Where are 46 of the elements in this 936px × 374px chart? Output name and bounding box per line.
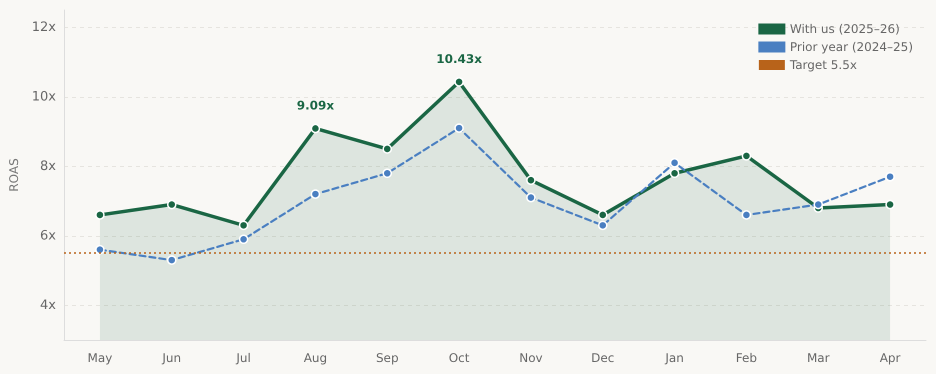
- point: [526, 192, 536, 202]
- y-tick-label: 10x: [32, 89, 56, 104]
- legend-label: With us (2025–26): [790, 22, 900, 36]
- y-tick-label: 12x: [32, 20, 56, 35]
- x-tick-label: Mar: [806, 351, 830, 365]
- x-tick-label: Apr: [880, 351, 901, 365]
- point: [454, 77, 464, 87]
- point: [454, 123, 464, 133]
- x-tick-label: Nov: [519, 351, 543, 365]
- x-tick-label: Aug: [304, 351, 328, 365]
- y-axis-title: ROAS: [7, 158, 21, 192]
- x-tick-label: Jun: [161, 351, 182, 365]
- point: [167, 200, 176, 210]
- point: [670, 168, 680, 178]
- y-tick-label: 6x: [40, 228, 56, 244]
- point: [238, 234, 248, 244]
- point: [742, 210, 752, 220]
- legend-label: Prior year (2024–25): [790, 40, 913, 54]
- y-tick-label: 4x: [40, 298, 56, 313]
- point: [382, 168, 392, 178]
- x-tick-label: Jan: [664, 351, 684, 365]
- x-tick-label: Oct: [448, 351, 470, 365]
- point: [95, 210, 105, 220]
- legend-label: Target 5.5x: [788, 58, 857, 72]
- data-label: 9.09x: [296, 98, 334, 113]
- x-tick-label: Feb: [736, 351, 758, 365]
- point: [742, 151, 752, 161]
- point: [382, 144, 392, 154]
- point: [310, 124, 320, 134]
- x-tick-label: Sep: [376, 351, 399, 365]
- point: [95, 244, 105, 254]
- x-tick-label: Jul: [235, 351, 251, 365]
- y-tick-label: 8x: [40, 158, 56, 174]
- point: [885, 172, 895, 182]
- point: [238, 220, 248, 230]
- point: [526, 175, 536, 185]
- point: [885, 200, 895, 210]
- point: [598, 220, 608, 230]
- point: [598, 210, 608, 220]
- data-label: 10.43x: [436, 52, 482, 66]
- point: [670, 158, 680, 168]
- x-tick-label: Dec: [591, 351, 614, 365]
- x-tick-label: May: [88, 351, 112, 365]
- point: [310, 189, 320, 199]
- point: [814, 200, 823, 210]
- point: [167, 255, 176, 265]
